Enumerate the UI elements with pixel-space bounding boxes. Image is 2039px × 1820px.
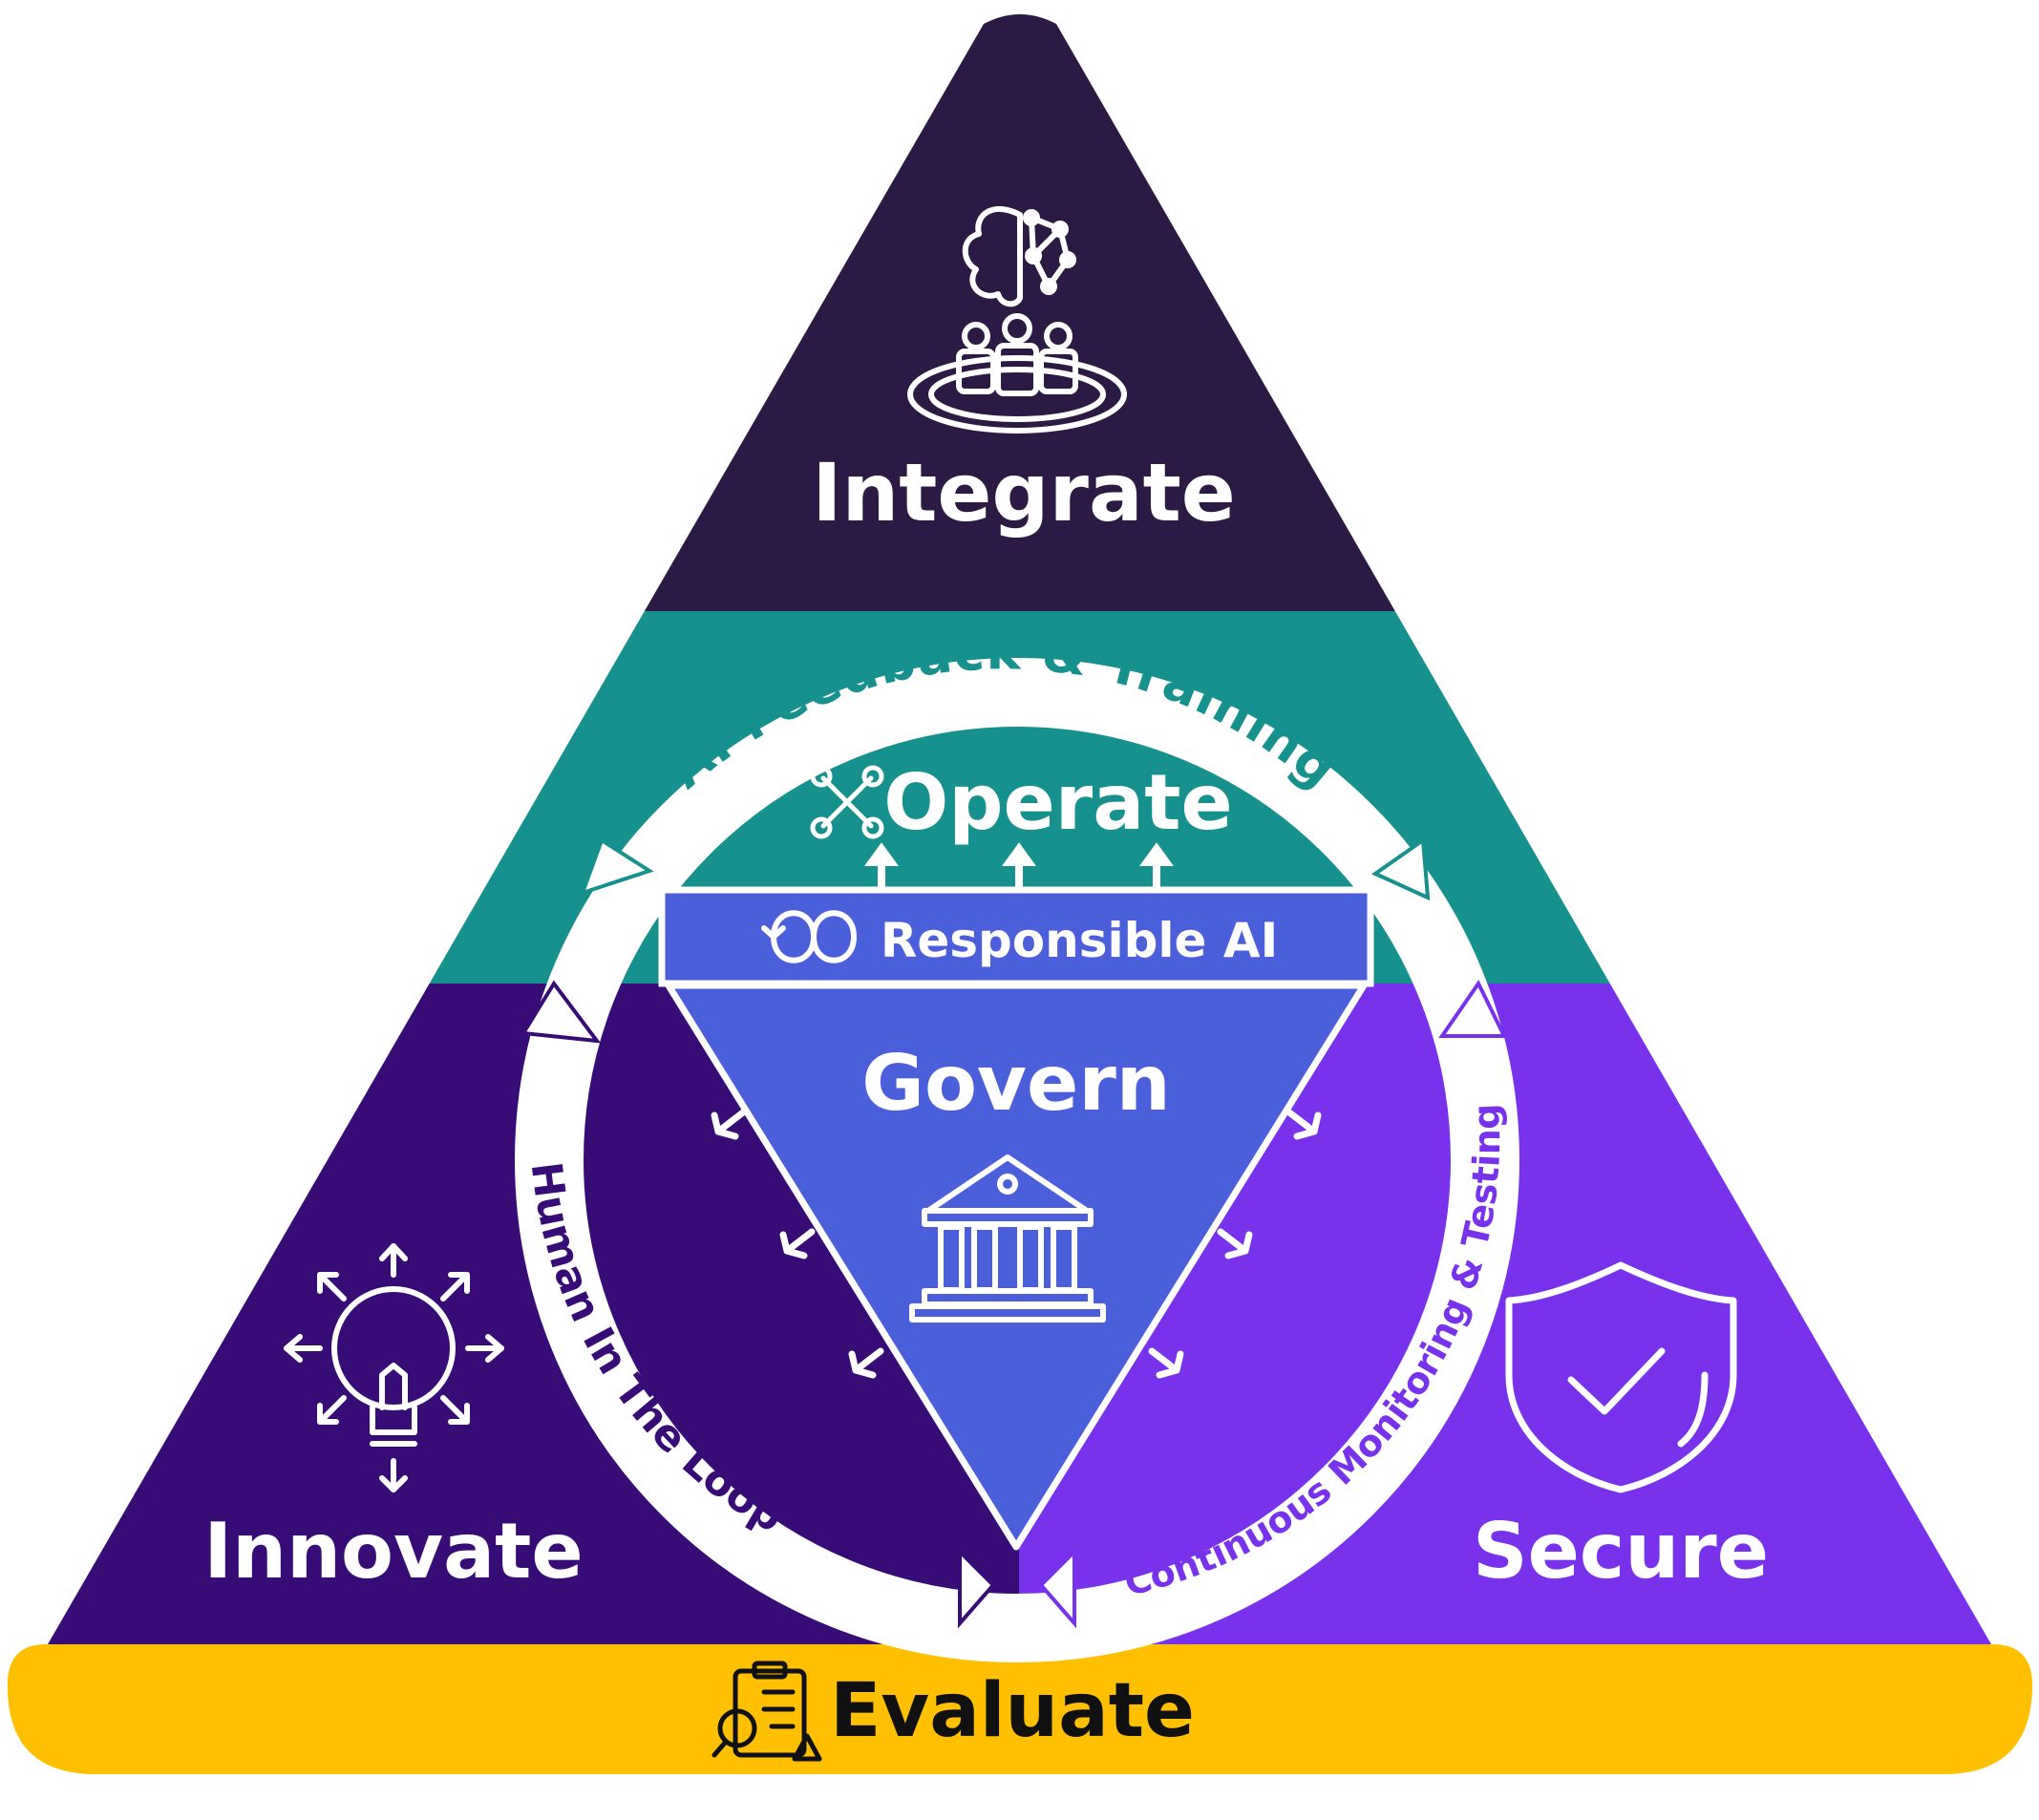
responsible-ai-bar (658, 886, 1374, 987)
cycle-arrow-right (1438, 980, 1508, 1038)
integrate-label: Integrate (812, 446, 1236, 540)
responsible-ai-label: Responsible AI (881, 913, 1278, 968)
clipboard-search-icon (712, 1661, 822, 1762)
lightbulb-arrows-icon (284, 1243, 504, 1492)
infinity-loop-icon (761, 910, 857, 963)
cycle-arrow-left (520, 980, 602, 1044)
govern-side-arrows (711, 1109, 1322, 1379)
tools-icon (810, 765, 884, 839)
operate-arrows (864, 842, 1174, 892)
innovate-label: Innovate (203, 1507, 583, 1596)
govern-label: Govern (861, 1039, 1170, 1128)
operate-label: Operate (883, 758, 1232, 847)
evaluate-label: Evaluate (830, 1668, 1195, 1754)
cycle-ring (515, 658, 1519, 1662)
evaluate-bar (7, 1644, 2033, 1774)
government-building-icon (909, 1154, 1106, 1323)
shield-check-icon (1505, 1261, 1737, 1493)
brain-team-icon (907, 206, 1127, 434)
cycle-arrow-top-left (579, 836, 654, 897)
cycle-arrow-bottom-left (958, 1547, 996, 1629)
secure-label: Secure (1473, 1507, 1769, 1596)
cycle-arrow-bottom-right (1038, 1547, 1076, 1629)
cycle-arrow-top-right (1370, 836, 1431, 901)
